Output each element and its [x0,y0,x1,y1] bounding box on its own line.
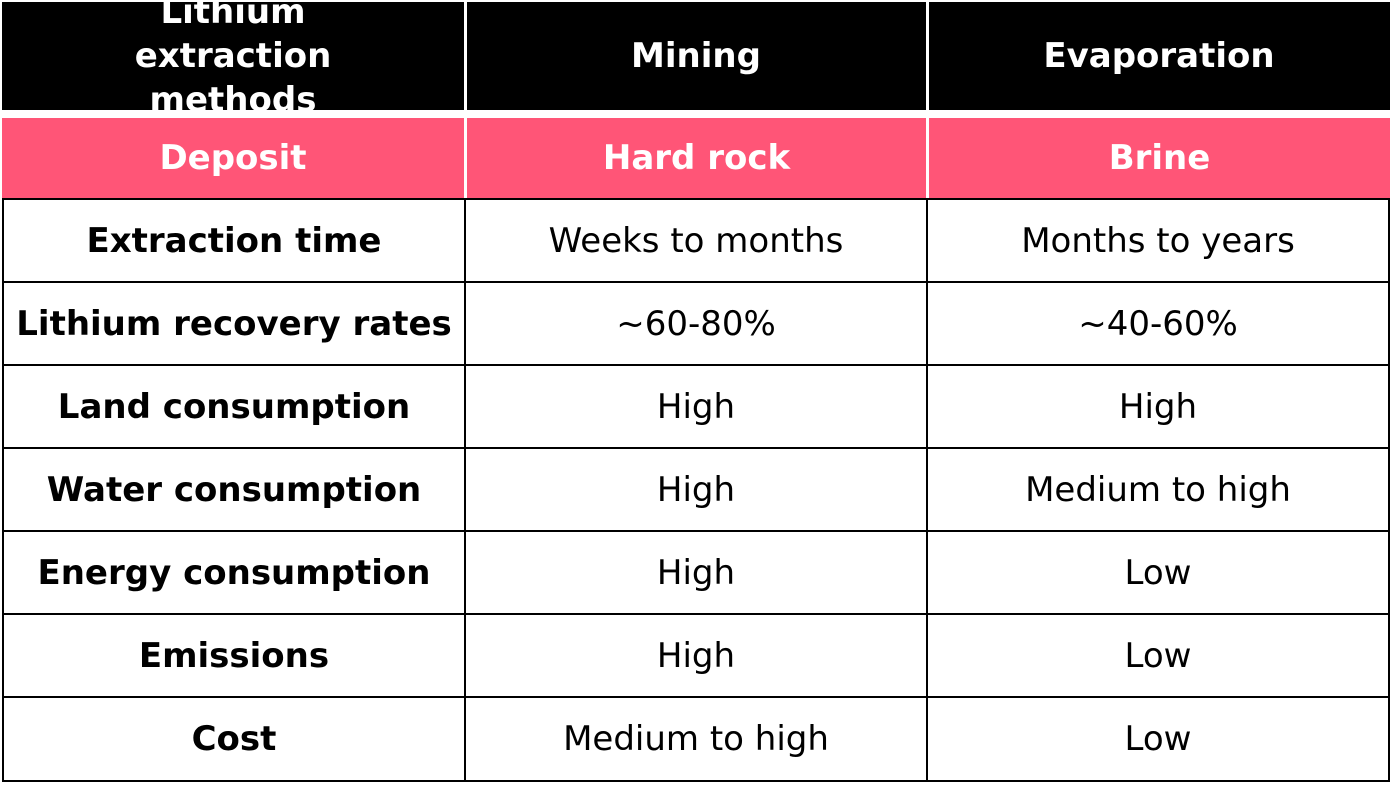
mining-value: ~60-80% [616,303,776,344]
evaporation-value: Months to years [1021,220,1295,261]
evaporation-value: Low [1124,635,1192,676]
row-label-cell: Land consumption [4,366,464,447]
deposit-row: Deposit Hard rock Brine [2,118,1390,198]
deposit-evaporation-cell: Brine [929,118,1390,198]
table-row: Energy consumption High Low [2,532,1390,613]
row-label-cell: Extraction time [4,200,464,281]
mining-value: Medium to high [563,719,829,759]
header-cell-methods: Lithium extraction methods [2,0,464,120]
deposit-label-cell: Deposit [2,118,464,198]
mining-cell: Medium to high [466,698,926,780]
row-label-cell: Emissions [4,615,464,696]
table-row: Land consumption High High [2,366,1390,447]
deposit-divider [464,118,467,198]
evaporation-value: Low [1124,552,1192,593]
evaporation-cell: Medium to high [928,449,1388,530]
row-label: Land consumption [57,386,411,427]
row-label-cell: Water consumption [4,449,464,530]
row-label: Energy consumption [37,552,431,593]
header-mining-label: Mining [631,36,761,76]
row-label: Extraction time [86,220,382,261]
mining-cell: High [466,366,926,447]
row-label: Water consumption [46,469,422,510]
header-divider [926,2,929,110]
mining-cell: High [466,449,926,530]
row-label-cell: Cost [4,698,464,780]
evaporation-cell: Low [928,615,1388,696]
mining-value: High [656,635,736,676]
mining-value: High [656,386,736,427]
row-label: Lithium recovery rates [16,303,452,344]
deposit-divider [926,118,929,198]
header-methods-label: Lithium extraction methods [134,0,332,120]
mining-cell: High [466,532,926,613]
table-row: Lithium recovery rates ~60-80% ~40-60% [2,283,1390,364]
table-row: Water consumption High Medium to high [2,449,1390,530]
mining-cell: Weeks to months [466,200,926,281]
mining-value: High [656,469,736,510]
deposit-mining-value: Hard rock [602,138,791,178]
mining-cell: High [466,615,926,696]
header-cell-evaporation: Evaporation [928,2,1390,110]
evaporation-cell: High [928,366,1388,447]
header-gap [2,110,1390,118]
row-label: Cost [191,719,277,759]
header-cell-mining: Mining [466,2,926,110]
evaporation-value: ~40-60% [1078,303,1238,344]
deposit-label: Deposit [159,138,307,178]
row-label-cell: Energy consumption [4,532,464,613]
evaporation-value: High [1118,386,1198,427]
header-evaporation-label: Evaporation [1043,36,1275,76]
evaporation-cell: ~40-60% [928,283,1388,364]
table-row: Extraction time Weeks to months Months t… [2,200,1390,281]
evaporation-cell: Months to years [928,200,1388,281]
evaporation-value: Medium to high [1025,469,1291,510]
table-row: Emissions High Low [2,615,1390,696]
header-divider [464,2,467,110]
table-row: Cost Medium to high Low [2,698,1390,780]
deposit-evaporation-value: Brine [1108,138,1211,178]
evaporation-cell: Low [928,532,1388,613]
mining-cell: ~60-80% [466,283,926,364]
deposit-mining-cell: Hard rock [467,118,926,198]
table-header-row: Lithium extraction methods Mining Evapor… [2,0,1390,120]
row-label: Emissions [138,635,330,676]
evaporation-cell: Low [928,698,1388,780]
row-label-cell: Lithium recovery rates [4,283,464,364]
mining-value: Weeks to months [548,220,844,261]
evaporation-value: Low [1124,719,1192,759]
mining-value: High [656,552,736,593]
